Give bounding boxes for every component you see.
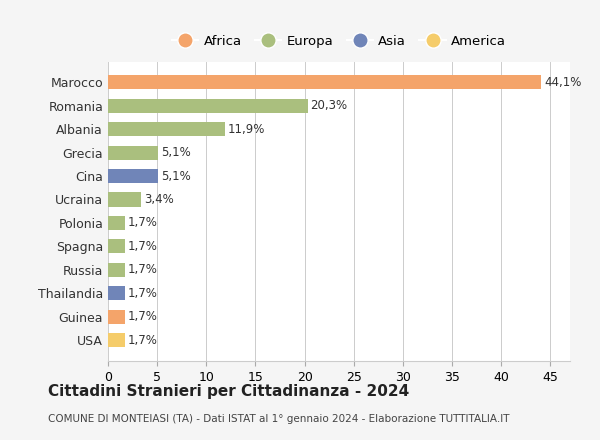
Text: Cittadini Stranieri per Cittadinanza - 2024: Cittadini Stranieri per Cittadinanza - 2… [48,384,409,399]
Text: 3,4%: 3,4% [145,193,174,206]
Legend: Africa, Europa, Asia, America: Africa, Europa, Asia, America [167,29,511,53]
Text: 1,7%: 1,7% [128,216,158,229]
Bar [108,75,541,89]
Bar [108,192,142,206]
Text: 44,1%: 44,1% [544,76,582,89]
Text: 1,7%: 1,7% [128,334,158,347]
Text: 20,3%: 20,3% [310,99,347,112]
Text: 1,7%: 1,7% [128,263,158,276]
Bar [108,146,158,160]
Text: 1,7%: 1,7% [128,240,158,253]
Bar [108,263,125,277]
Text: 5,1%: 5,1% [161,146,191,159]
Bar [108,99,308,113]
Text: 1,7%: 1,7% [128,310,158,323]
Bar [108,122,225,136]
Text: 5,1%: 5,1% [161,169,191,183]
Text: 1,7%: 1,7% [128,287,158,300]
Bar [108,216,125,230]
Bar [108,286,125,301]
Bar [108,333,125,347]
Bar [108,310,125,324]
Bar [108,169,158,183]
Text: 11,9%: 11,9% [228,123,265,136]
Bar [108,239,125,253]
Text: COMUNE DI MONTEIASI (TA) - Dati ISTAT al 1° gennaio 2024 - Elaborazione TUTTITAL: COMUNE DI MONTEIASI (TA) - Dati ISTAT al… [48,414,509,425]
